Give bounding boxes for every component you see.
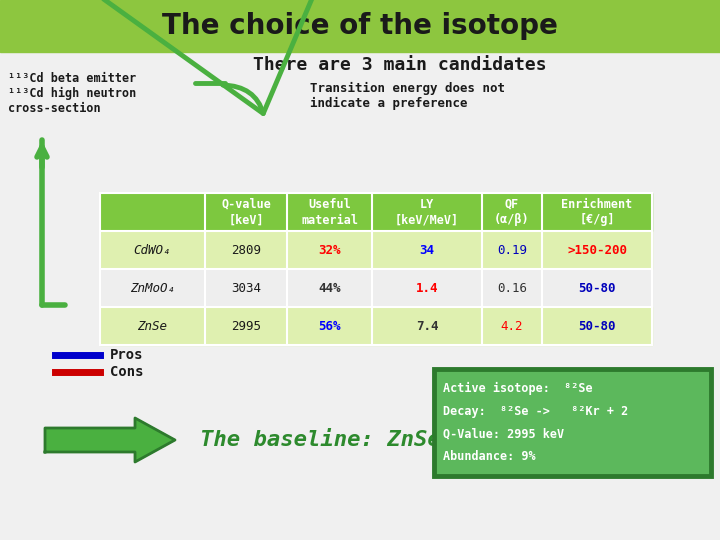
Text: Decay:  ⁸²Se ->   ⁸²Kr + 2: Decay: ⁸²Se -> ⁸²Kr + 2 xyxy=(443,404,629,417)
Text: Q-Value: 2995 keV: Q-Value: 2995 keV xyxy=(443,428,564,441)
FancyArrowPatch shape xyxy=(47,0,367,113)
Text: Enrichment
[€/g]: Enrichment [€/g] xyxy=(562,198,633,226)
Text: >150-200: >150-200 xyxy=(567,244,627,256)
Text: ZnSe: ZnSe xyxy=(138,320,168,333)
Text: 3034: 3034 xyxy=(231,281,261,294)
Text: 32%: 32% xyxy=(318,244,341,256)
Text: Useful
material: Useful material xyxy=(301,198,358,226)
Text: 50-80: 50-80 xyxy=(578,281,616,294)
Text: LY
[keV/MeV]: LY [keV/MeV] xyxy=(395,198,459,226)
Text: 1.4: 1.4 xyxy=(415,281,438,294)
Polygon shape xyxy=(45,418,175,462)
Text: The baseline: ZnSe: The baseline: ZnSe xyxy=(200,430,441,450)
Text: 4.2: 4.2 xyxy=(500,320,523,333)
Bar xyxy=(100,307,652,345)
Text: 2809: 2809 xyxy=(231,244,261,256)
Text: 0.19: 0.19 xyxy=(497,244,527,256)
FancyBboxPatch shape xyxy=(434,369,711,476)
Text: 2995: 2995 xyxy=(231,320,261,333)
Text: Cons: Cons xyxy=(110,365,143,379)
Text: 44%: 44% xyxy=(318,281,341,294)
Text: 50-80: 50-80 xyxy=(578,320,616,333)
Text: Q-value
[keV]: Q-value [keV] xyxy=(221,198,271,226)
Text: QF
(α/β): QF (α/β) xyxy=(494,198,530,226)
Text: CdWO₄: CdWO₄ xyxy=(134,244,171,256)
Text: 34: 34 xyxy=(420,244,434,256)
Text: 56%: 56% xyxy=(318,320,341,333)
Bar xyxy=(100,231,652,269)
Text: The choice of the isotope: The choice of the isotope xyxy=(162,12,558,40)
Text: Transition energy does not: Transition energy does not xyxy=(310,82,505,94)
Text: cross-section: cross-section xyxy=(8,102,101,114)
Bar xyxy=(100,193,652,231)
Text: ZnMoO₄: ZnMoO₄ xyxy=(130,281,175,294)
Text: indicate a preference: indicate a preference xyxy=(310,97,467,110)
Text: Abundance: 9%: Abundance: 9% xyxy=(443,450,536,463)
Text: ¹¹³Cd high neutron: ¹¹³Cd high neutron xyxy=(8,86,136,99)
Text: 7.4: 7.4 xyxy=(415,320,438,333)
Text: Pros: Pros xyxy=(110,348,143,362)
Bar xyxy=(0,0,720,52)
Text: 0.16: 0.16 xyxy=(497,281,527,294)
Text: There are 3 main candidates: There are 3 main candidates xyxy=(253,56,546,74)
Bar xyxy=(100,269,652,307)
Text: ¹¹³Cd beta emitter: ¹¹³Cd beta emitter xyxy=(8,71,136,84)
Text: Active isotope:  ⁸²Se: Active isotope: ⁸²Se xyxy=(443,381,593,395)
